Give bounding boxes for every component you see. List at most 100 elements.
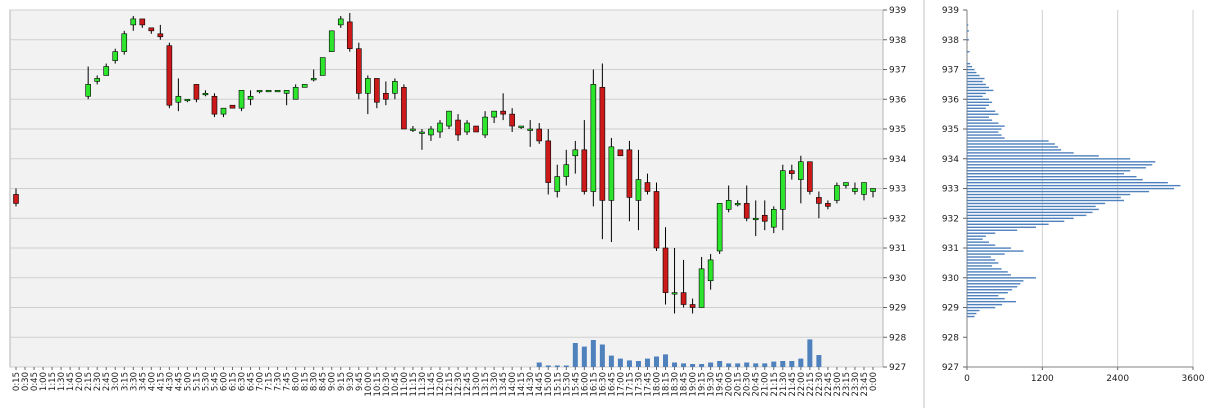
candle-body [383,93,389,100]
volume-bar [663,354,669,367]
profile-bar [967,303,1003,306]
x-tick-label: 20:00 [725,372,735,397]
candle-body [121,33,128,52]
candle-body [238,90,245,109]
volume-bar [672,362,678,367]
profile-y-tick-label: 936 [942,95,959,105]
volume-bar [789,361,795,367]
profile-bar [967,158,1131,160]
profile-bar [967,86,989,89]
candle-body [752,217,759,221]
profile-bar [967,110,996,112]
candle-body [392,81,398,94]
profile-bar [967,131,999,133]
candle-body [85,84,91,97]
profile-bar [967,181,1168,184]
y-tick-label: 931 [889,244,906,254]
profile-y-tick-label: 939 [942,6,959,16]
x-tick-label: 22:45 [824,372,834,397]
candle-body [554,176,561,192]
profile-bar [967,244,996,246]
volume-bar [807,339,813,367]
x-tick-label: 18:00 [652,372,662,397]
x-tick-label: 22:15 [806,372,816,397]
candle-body [599,87,606,201]
x-tick-label: 1:45 [66,372,76,391]
candle-body [265,90,272,93]
candle-body [247,95,254,100]
profile-bar [967,193,1131,196]
x-tick-label: 20:30 [743,372,753,397]
x-tick-label: 2:30 [93,372,103,391]
volume-bar [635,361,641,367]
profile-bar [967,289,1013,291]
y-tick-label: 932 [889,214,906,224]
profile-x-tick-label: 3600 [1182,374,1205,384]
x-tick-label: 5:30 [201,372,211,391]
profile-bar [967,297,1005,300]
x-tick-label: 15:30 [562,372,572,397]
x-tick-label: 2:15 [84,372,94,391]
profile-y-tick-label: 929 [942,304,959,314]
candle-body [428,128,434,136]
x-tick-label: 11:30 [418,372,428,397]
profile-bar [967,107,986,109]
profile-bar [967,315,975,318]
candle-body [716,203,723,252]
profile-y-tick-label: 934 [942,155,959,165]
volume-bar [798,358,804,367]
x-tick-label: 17:00 [616,372,626,397]
profile-bar [967,104,989,106]
x-tick-label: 10:45 [391,372,401,397]
candle-body [527,128,534,131]
y-tick-label: 936 [889,95,906,105]
candle-body [112,51,119,61]
profile-bar [967,229,1018,231]
profile-bar [967,80,983,83]
x-tick-label: 7:00 [256,372,266,391]
x-tick-label: 13:15 [481,372,491,397]
x-tick-label: 7:15 [265,372,275,391]
volume-bar [608,355,614,367]
candle-body [337,18,344,26]
profile-bar [967,220,1065,223]
profile-bar [967,51,970,53]
profile-bar [967,241,989,243]
x-tick-label: 23:00 [833,372,843,397]
x-tick-label: 11:15 [409,372,419,397]
x-tick-label: 12:15 [445,372,455,397]
profile-bar [967,277,1037,279]
profile-bar [967,101,993,104]
candle-body [617,149,624,157]
profile-x-tick-label: 1200 [1031,374,1054,384]
x-tick-label: 8:15 [301,372,311,391]
profile-bar [967,178,1143,181]
candle-body [852,188,858,192]
candle-body [365,78,371,94]
candle-body [148,27,155,32]
profile-bar [967,170,1131,172]
x-tick-label: 10:15 [373,372,383,397]
profile-bar [967,152,1074,154]
profile-bar [967,295,999,297]
profile-bar [967,92,986,95]
volume-bar [590,340,596,367]
profile-bar [967,149,1062,151]
profile-bar [967,71,977,74]
x-tick-label: 2:45 [102,372,112,391]
profile-bar [967,312,977,315]
profile-y-tick-label: 930 [942,274,959,284]
x-tick-label: 4:00 [147,372,157,391]
profile-bar [967,68,975,71]
x-tick-label: 21:30 [779,372,789,397]
profile-bar [967,83,986,86]
x-tick-label: 16:30 [598,372,608,397]
profile-bar [967,253,1005,255]
x-tick-label: 19:45 [716,372,726,397]
candle-body [680,292,687,305]
profile-bar [967,137,1005,139]
x-tick-label: 6:00 [219,372,229,391]
candle-body [229,104,236,109]
candle-body [698,268,705,308]
profile-bar [967,113,999,115]
